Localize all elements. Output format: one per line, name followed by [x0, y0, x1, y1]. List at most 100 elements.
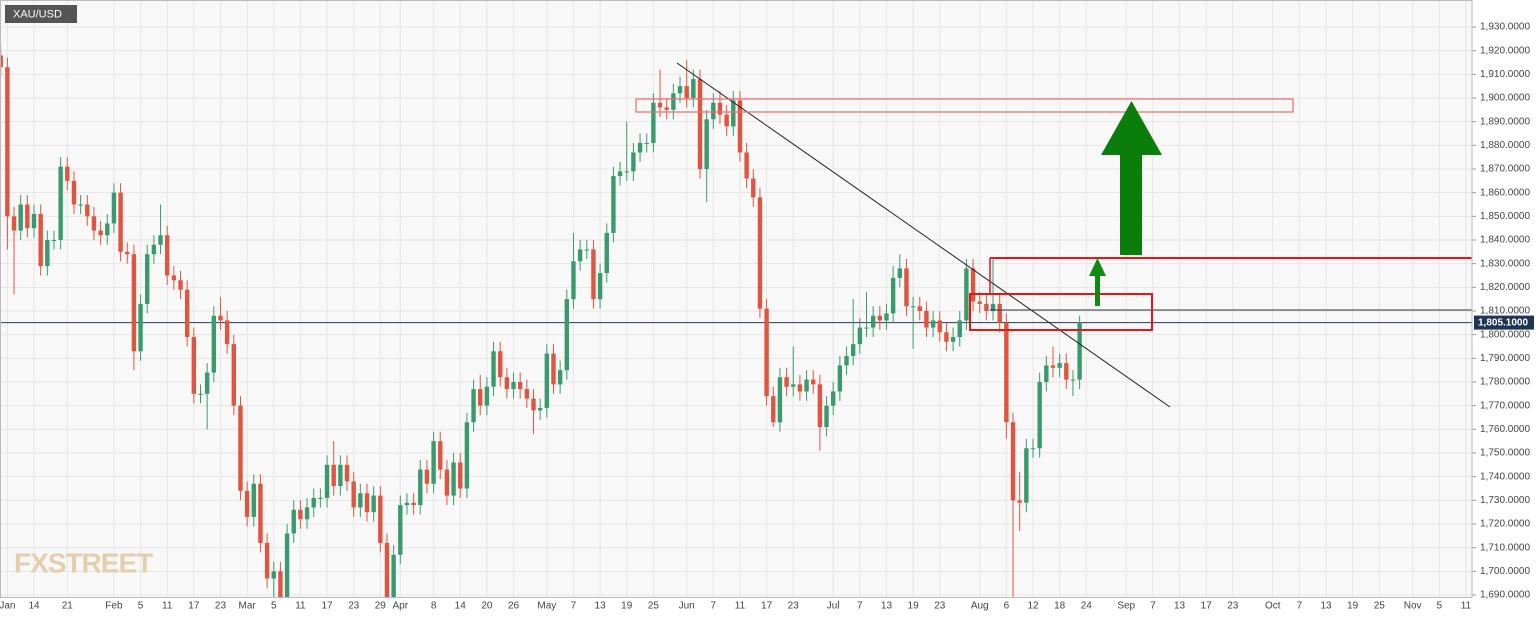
y-tick-label: 1,830.0000: [1480, 258, 1530, 269]
x-tick-label: 23: [934, 601, 946, 612]
candle-body: [1057, 363, 1062, 368]
x-tick-label: Jun: [679, 601, 695, 612]
y-tick-label: 1,910.0000: [1480, 69, 1530, 80]
candle-body: [511, 382, 516, 390]
candle-body: [504, 377, 510, 390]
candle-body: [930, 320, 936, 328]
last-price-label: 1,805.1000: [1478, 318, 1528, 329]
candle-body: [458, 462, 463, 489]
candle-body: [138, 303, 143, 352]
candle-body: [65, 166, 70, 181]
candle-body: [218, 315, 223, 321]
x-tick-label: 13: [595, 601, 607, 612]
candle-body: [837, 365, 843, 392]
candle-body: [224, 320, 230, 345]
y-tick-label: 1,770.0000: [1480, 400, 1530, 411]
candle-body: [378, 495, 383, 543]
candle-body: [1010, 422, 1016, 501]
x-tick-label: 8: [431, 601, 437, 612]
candle-body: [950, 337, 956, 342]
candle-body: [1004, 322, 1009, 423]
candle-body: [557, 370, 563, 385]
x-tick-label: Jul: [827, 601, 840, 612]
big-arrow-shaft: [1120, 154, 1142, 255]
x-tick-label: 26: [508, 601, 520, 612]
candle-body: [937, 320, 942, 333]
y-tick-label: 1,740.0000: [1480, 471, 1530, 482]
x-tick-label: 13: [881, 601, 893, 612]
candle-body: [731, 100, 736, 127]
candle-body: [125, 251, 130, 255]
candle-body: [438, 441, 443, 470]
candle-body: [398, 505, 403, 555]
x-tick-label: 29: [375, 601, 387, 612]
candle-body: [551, 353, 556, 385]
y-tick-label: 1,710.0000: [1480, 542, 1530, 553]
candle-body: [564, 299, 569, 371]
x-tick-label: 7: [857, 601, 863, 612]
y-tick-label: 1,780.0000: [1480, 377, 1530, 388]
y-tick-label: 1,840.0000: [1480, 235, 1530, 246]
x-tick-label: 17: [188, 601, 200, 612]
candle-body: [158, 235, 163, 245]
candle-body: [711, 102, 716, 120]
candle-body: [131, 254, 137, 352]
x-tick-label: 25: [648, 601, 660, 612]
candle-body: [910, 306, 916, 308]
candle-body: [924, 311, 929, 328]
x-tick-label: 7: [571, 601, 577, 612]
resistance-box: [635, 98, 1294, 113]
candle-body: [811, 379, 816, 385]
candle-body: [544, 353, 550, 409]
candle-body: [171, 275, 177, 281]
candle-body: [697, 79, 703, 169]
candle-body: [684, 86, 689, 98]
candle-body: [484, 386, 490, 406]
x-tick-label: 21: [62, 601, 74, 612]
x-tick-label: 5: [1436, 601, 1442, 612]
candle-body: [178, 280, 183, 290]
candle-body: [411, 502, 416, 506]
candle-body: [617, 171, 623, 177]
x-tick-label: 11: [295, 601, 306, 612]
candle-body: [471, 389, 476, 423]
candle-body: [657, 102, 663, 108]
candle-body: [391, 554, 396, 597]
candle-body: [38, 213, 43, 267]
candle-body: [431, 441, 436, 484]
candles: [0, 45, 1472, 597]
candle-body: [478, 389, 483, 406]
x-tick-label: May: [537, 601, 556, 612]
candle-body: [850, 344, 856, 356]
x-tick-label: 5: [138, 601, 144, 612]
x-tick-label: 11: [1461, 601, 1472, 612]
candle-body: [78, 204, 83, 206]
y-tick-label: 1,730.0000: [1480, 495, 1530, 506]
candle-body: [604, 232, 609, 274]
candle-body: [1044, 365, 1049, 382]
x-tick-label: 19: [1347, 601, 1359, 612]
candle-body: [791, 384, 796, 387]
candle-body: [444, 469, 450, 496]
candle-body: [904, 268, 909, 307]
candle-body: [764, 308, 769, 397]
candle-body: [451, 462, 456, 496]
candle-body: [831, 391, 836, 406]
candle-body: [691, 79, 696, 98]
candle-body: [184, 289, 190, 338]
candle-body: [884, 313, 889, 321]
candle-body: [344, 464, 350, 482]
candle-body: [897, 268, 902, 278]
candle-body: [751, 178, 756, 198]
candle-body: [85, 204, 90, 217]
candle-body: [877, 315, 883, 321]
x-tick-label: 23: [348, 601, 360, 612]
candle-body: [1024, 448, 1029, 503]
y-tick-label: 1,700.0000: [1480, 566, 1530, 577]
y-tick-label: 1,850.0000: [1480, 211, 1530, 222]
symbol-badge: [5, 5, 77, 23]
x-tick-label: Feb: [105, 601, 123, 612]
candle-body: [25, 204, 30, 229]
candle-body: [151, 244, 157, 255]
